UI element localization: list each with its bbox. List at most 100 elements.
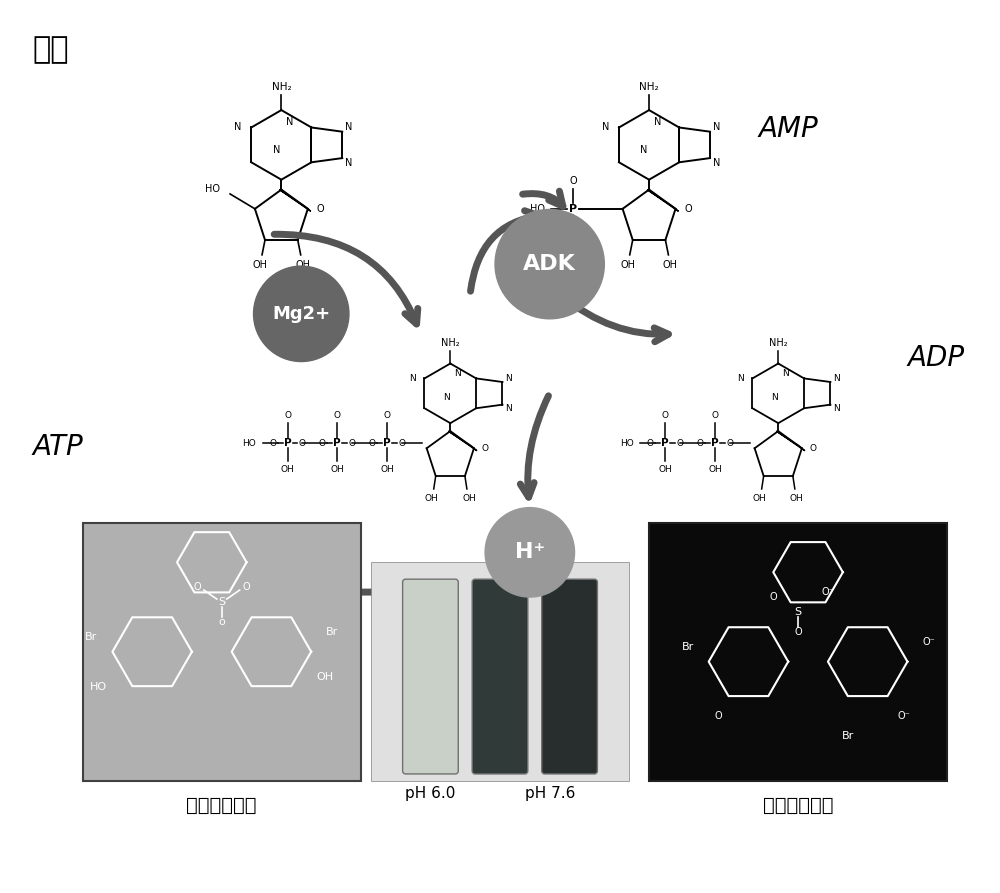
- Text: O: O: [769, 592, 777, 602]
- Text: P: P: [711, 438, 719, 448]
- Text: OH: OH: [330, 465, 344, 474]
- Text: O: O: [684, 204, 692, 213]
- Text: N: N: [737, 374, 743, 383]
- Text: N: N: [713, 121, 720, 131]
- Text: OH: OH: [281, 465, 294, 474]
- Text: N: N: [640, 145, 648, 154]
- Text: N: N: [345, 121, 353, 131]
- Text: P: P: [661, 438, 669, 448]
- Text: O: O: [269, 438, 276, 447]
- Polygon shape: [776, 431, 805, 451]
- Text: N: N: [505, 405, 512, 413]
- Text: NH₂: NH₂: [441, 338, 460, 347]
- Text: HO: HO: [530, 204, 545, 213]
- Text: 溴麝香草酚蓝: 溴麝香草酚蓝: [763, 796, 833, 814]
- Text: NH₂: NH₂: [272, 82, 291, 92]
- Text: P: P: [383, 438, 391, 448]
- Text: pH 7.6: pH 7.6: [525, 786, 575, 801]
- Text: OH: OH: [790, 494, 804, 503]
- Text: O: O: [334, 412, 341, 421]
- Text: OH: OH: [316, 672, 333, 681]
- Text: N: N: [654, 117, 661, 127]
- Text: S: S: [218, 597, 225, 607]
- Text: OH: OH: [753, 494, 767, 503]
- Text: O: O: [398, 438, 405, 447]
- Text: O: O: [319, 438, 326, 447]
- Text: N: N: [505, 373, 512, 382]
- Text: O: O: [711, 412, 718, 421]
- Text: O: O: [383, 412, 390, 421]
- Text: O⁻: O⁻: [822, 587, 834, 597]
- Text: O: O: [284, 412, 291, 421]
- Text: pH 6.0: pH 6.0: [405, 786, 456, 801]
- Polygon shape: [279, 189, 311, 212]
- FancyBboxPatch shape: [83, 522, 361, 780]
- Text: OH: OH: [425, 494, 439, 503]
- Text: NH₂: NH₂: [639, 82, 659, 92]
- Text: ADP: ADP: [907, 344, 965, 371]
- FancyBboxPatch shape: [472, 580, 528, 774]
- Text: N: N: [409, 374, 416, 383]
- Circle shape: [495, 210, 604, 319]
- FancyBboxPatch shape: [542, 580, 597, 774]
- Text: OH: OH: [565, 230, 580, 241]
- FancyBboxPatch shape: [403, 580, 458, 774]
- Text: N: N: [234, 122, 241, 132]
- Text: 溴麝香草酚蓝: 溴麝香草酚蓝: [186, 796, 257, 814]
- Text: OH: OH: [663, 260, 678, 270]
- Text: OH: OH: [462, 494, 476, 503]
- Text: OH: OH: [295, 260, 310, 270]
- Text: OH: OH: [620, 260, 635, 270]
- Text: N: N: [454, 369, 461, 378]
- Text: N: N: [771, 393, 778, 402]
- Text: HO: HO: [620, 438, 633, 447]
- Text: N: N: [833, 373, 840, 382]
- Text: N: N: [286, 117, 294, 127]
- Text: P: P: [284, 438, 291, 448]
- Text: O: O: [794, 627, 802, 637]
- Text: O: O: [299, 438, 306, 447]
- Polygon shape: [448, 431, 477, 451]
- Text: ATP: ATP: [33, 433, 84, 461]
- Text: P: P: [569, 204, 577, 213]
- Text: o: o: [218, 617, 225, 627]
- Text: O: O: [369, 438, 376, 447]
- Text: HO: HO: [205, 184, 220, 194]
- Text: O⁻: O⁻: [898, 712, 910, 722]
- Text: O: O: [647, 438, 654, 447]
- Text: OH: OH: [380, 465, 394, 474]
- Text: OH: OH: [658, 465, 672, 474]
- Text: HO: HO: [90, 681, 107, 691]
- Text: Br: Br: [326, 627, 338, 637]
- Text: Mg2+: Mg2+: [272, 305, 330, 323]
- Text: O: O: [810, 444, 817, 453]
- Text: HO: HO: [242, 438, 256, 447]
- Text: N: N: [345, 158, 353, 168]
- Text: O: O: [243, 582, 250, 592]
- Text: OH: OH: [253, 260, 268, 270]
- Text: O⁻: O⁻: [922, 637, 935, 647]
- Text: N: N: [782, 369, 789, 378]
- Circle shape: [485, 507, 575, 597]
- Circle shape: [254, 266, 349, 362]
- FancyBboxPatch shape: [649, 522, 947, 780]
- Text: N: N: [602, 122, 609, 132]
- Text: O: O: [193, 582, 201, 592]
- Text: N: N: [713, 158, 720, 168]
- Text: N: N: [273, 145, 280, 154]
- Text: AMP: AMP: [758, 115, 818, 143]
- Text: O: O: [482, 444, 489, 453]
- Text: O: O: [696, 438, 703, 447]
- Text: S: S: [795, 607, 802, 617]
- Text: O: O: [677, 438, 684, 447]
- Text: O: O: [726, 438, 733, 447]
- Text: Br: Br: [842, 731, 854, 741]
- Text: NH₂: NH₂: [769, 338, 788, 347]
- Text: O: O: [317, 204, 324, 213]
- FancyBboxPatch shape: [371, 563, 629, 780]
- Text: O: O: [569, 176, 577, 186]
- Text: ADK: ADK: [523, 255, 576, 274]
- Text: Br: Br: [85, 632, 98, 642]
- Text: O: O: [662, 412, 669, 421]
- Text: Br: Br: [682, 642, 694, 652]
